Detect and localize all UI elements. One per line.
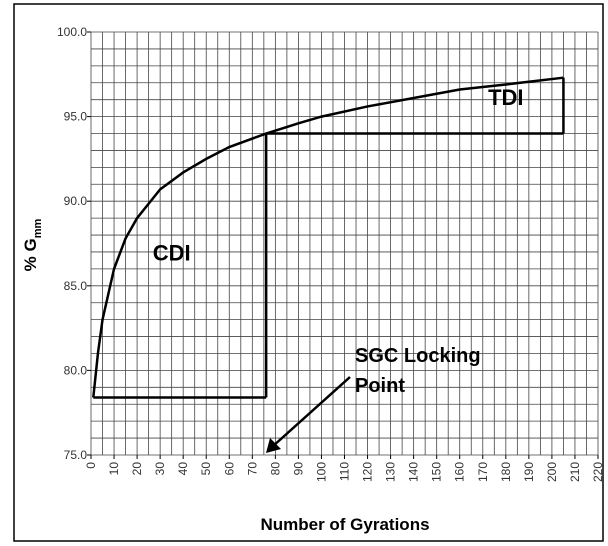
y-tick-label: 80.0 [64,363,88,377]
x-tick-label: 190 [522,462,536,482]
line-series [92,76,564,398]
x-tick-label: 60 [222,462,236,476]
y-tick-label: 85.0 [64,279,88,293]
x-tick-label: 40 [176,462,190,476]
x-tick-label: 70 [245,462,259,476]
x-tick-label: 170 [476,462,490,482]
x-tick-label: 150 [430,462,444,482]
y-tick-label: 90.0 [64,194,88,208]
x-tick-label: 90 [291,462,305,476]
y-label-sub: mm [32,218,44,238]
x-tick-label: 160 [453,462,467,482]
x-axis-label: Number of Gyrations [260,515,429,534]
x-tick-label: 200 [545,462,559,482]
y-tick-label: 75.0 [64,448,88,462]
y-label-main: % G [21,238,40,271]
arrow-head [266,438,281,453]
x-tick-label: 180 [499,462,513,482]
annotation: Point [355,375,405,397]
x-tick-label: 80 [268,462,282,476]
x-tick-label: 130 [384,462,398,482]
x-tick-label: 110 [338,462,352,481]
y-tick-label: 95.0 [64,110,88,124]
region-label: CDI [153,240,191,265]
x-tick-label: 140 [407,462,421,482]
x-tick-label: 120 [361,462,375,482]
x-tick-label: 30 [153,462,167,476]
annotation: SGC Locking [355,345,481,367]
y-axis-label: % Gmm [21,218,44,271]
x-tick-label: 20 [130,462,144,476]
x-tick-label: 220 [591,462,605,482]
x-tick-label: 100 [314,462,328,482]
x-tick-label: 0 [84,462,98,469]
x-tick-label: 50 [199,462,213,476]
region-label: TDI [488,85,523,110]
x-tick-label: 210 [568,462,582,482]
arrow-shaft [271,376,351,448]
y-axis-label-text: % Gmm [21,218,44,271]
y-tick-label: 100.0 [57,25,87,39]
x-tick-label: 10 [107,462,121,476]
